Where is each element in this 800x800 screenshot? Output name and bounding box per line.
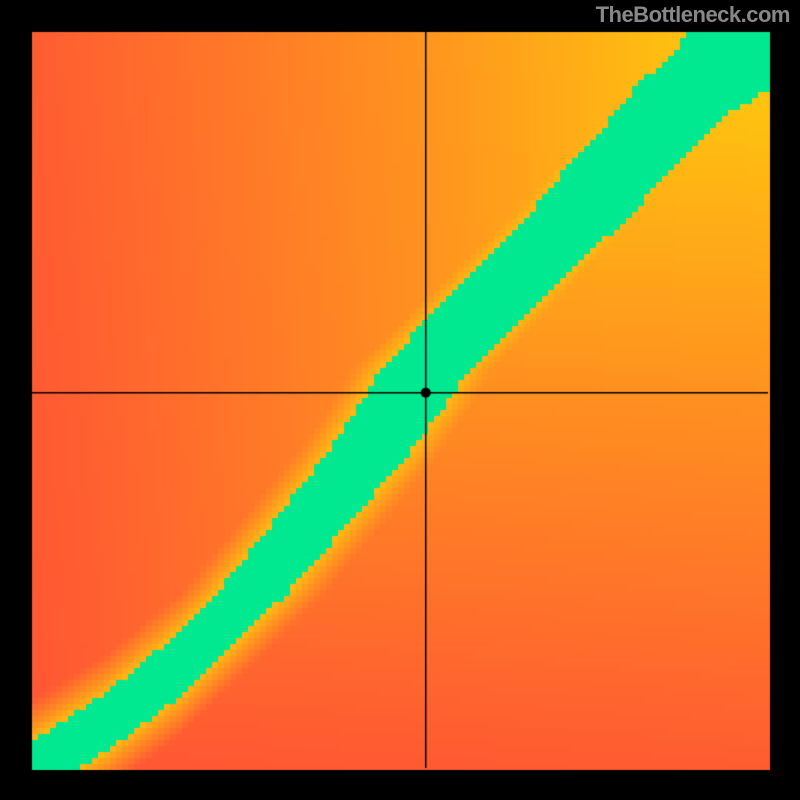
heatmap-chart [0,0,800,800]
chart-container: TheBottleneck.com [0,0,800,800]
watermark-text: TheBottleneck.com [596,2,790,28]
